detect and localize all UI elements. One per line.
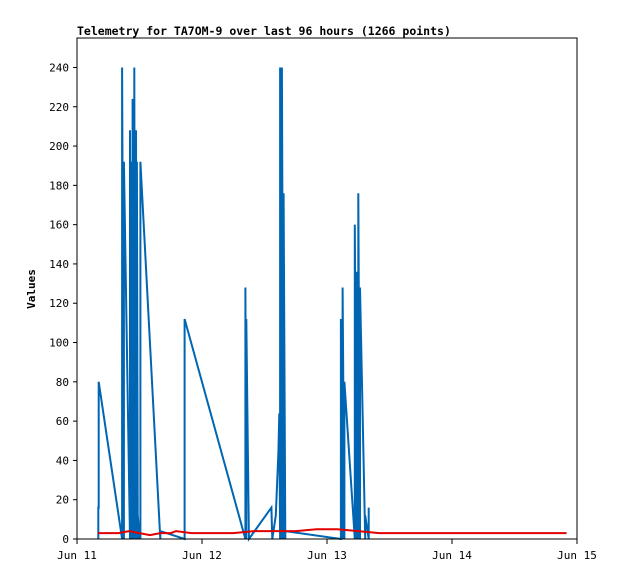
y-tick-label: 180: [49, 179, 69, 192]
chart-title: Telemetry for TA7OM-9 over last 96 hours…: [77, 24, 451, 38]
series-line-1: [97, 67, 370, 543]
y-tick-label: 120: [49, 297, 69, 310]
y-tick-label: 20: [56, 494, 69, 507]
x-tick-label: Jun 13: [307, 549, 347, 562]
y-tick-label: 160: [49, 219, 69, 232]
series-line-2: [97, 528, 567, 537]
y-tick-label: 240: [49, 61, 69, 74]
y-axis: 0 20 40 60 80 100 120 140 160 180 200 220 240: [49, 61, 77, 546]
x-tick-label: Jun 12: [182, 549, 222, 562]
y-tick-label: 220: [49, 101, 69, 114]
plot-frame: [76, 37, 578, 540]
x-tick-label: Jun 14: [432, 549, 472, 562]
y-tick-label: 80: [56, 376, 69, 389]
series-layer: [77, 67, 567, 543]
y-tick-label: 60: [56, 415, 69, 428]
y-axis-label: Values: [25, 269, 38, 309]
y-tick-label: 40: [56, 454, 69, 467]
y-tick-label: 200: [49, 140, 69, 153]
x-tick-label: Jun 15: [557, 549, 597, 562]
x-tick-label: Jun 11: [57, 549, 97, 562]
y-tick-label: 100: [49, 337, 69, 350]
y-tick-label: 140: [49, 258, 69, 271]
x-axis: Jun 11 Jun 12 Jun 13 Jun 14 Jun 15: [57, 539, 597, 562]
y-tick-label: 0: [62, 533, 69, 546]
